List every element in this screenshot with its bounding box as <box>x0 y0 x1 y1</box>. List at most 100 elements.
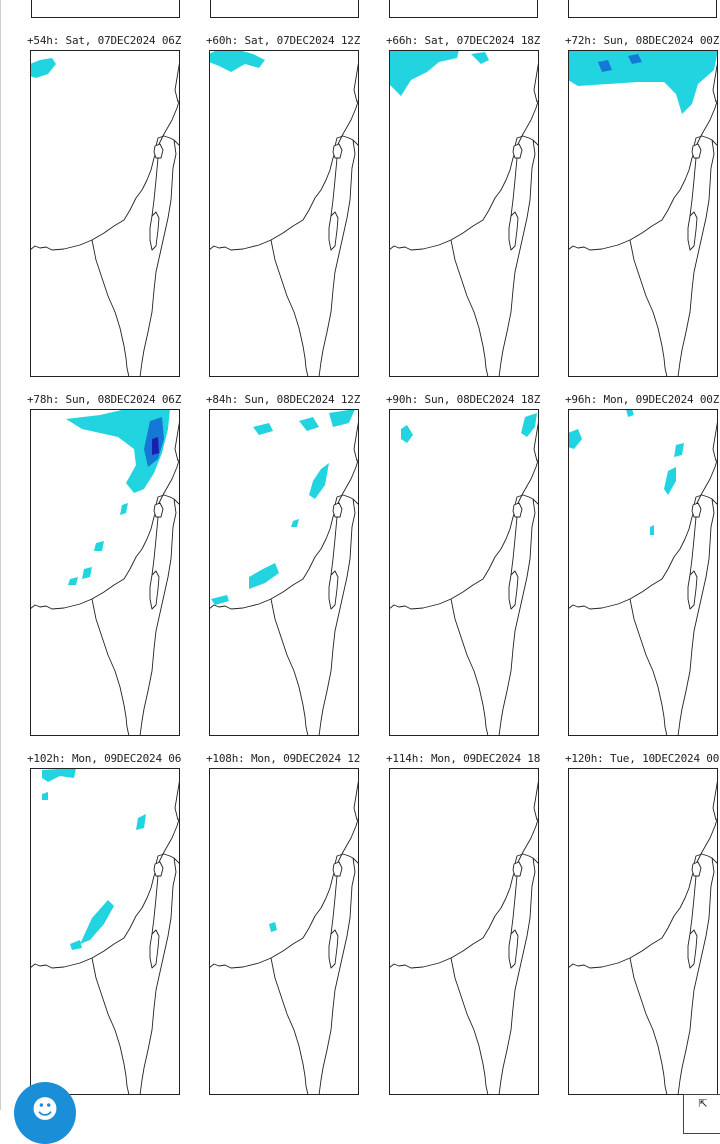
coastline <box>30 456 180 610</box>
precip-area <box>598 60 612 72</box>
lake-outline <box>153 143 164 159</box>
coastline <box>209 97 359 251</box>
lake-outline <box>687 570 698 610</box>
east-border-line <box>318 59 359 377</box>
coastline <box>389 456 539 610</box>
lake-outline <box>153 861 164 877</box>
lake-outline <box>149 929 160 969</box>
coastline <box>568 97 718 251</box>
panel-frame <box>389 409 539 736</box>
cutoff-panel-1 <box>31 0 180 18</box>
panel-frame <box>30 409 180 736</box>
precip-area <box>209 50 265 72</box>
precip-area <box>521 413 537 437</box>
precip-area <box>70 940 82 950</box>
panel-timestamp: +120h: Tue, 10DEC2024 00Z <box>565 752 719 765</box>
forecast-map-panel <box>209 768 359 1095</box>
lake-outline <box>691 502 702 518</box>
precip-area <box>66 409 170 493</box>
precip-area <box>650 525 654 535</box>
border-line <box>450 598 489 736</box>
east-border-line <box>677 59 718 377</box>
precip-area <box>249 563 279 589</box>
precipitation-map <box>209 50 359 377</box>
forecast-map-panel <box>30 50 180 377</box>
coastline <box>30 97 180 251</box>
precip-area <box>329 409 355 427</box>
forecast-map-panel <box>568 50 718 377</box>
precipitation-map <box>30 768 180 1095</box>
precipitation-map <box>568 409 718 736</box>
east-border-line <box>677 418 718 736</box>
border-line <box>91 239 130 377</box>
border-line <box>629 239 668 377</box>
lake-outline <box>328 929 339 969</box>
precip-area <box>291 519 299 527</box>
east-border-line <box>318 777 359 1095</box>
river-line <box>151 516 159 576</box>
border-line <box>450 239 489 377</box>
precip-area <box>42 768 76 782</box>
coastline <box>30 815 180 969</box>
lake-outline <box>508 929 519 969</box>
border-line <box>270 239 309 377</box>
river-line <box>330 157 338 217</box>
border-line <box>270 957 309 1095</box>
precipitation-map <box>389 768 539 1095</box>
river-line <box>330 875 338 935</box>
precipitation-map <box>209 409 359 736</box>
border-line <box>450 957 489 1095</box>
east-border-line <box>139 59 180 377</box>
precip-area <box>299 417 319 431</box>
east-border-line <box>139 418 180 736</box>
border-line <box>91 598 130 736</box>
precip-area <box>309 463 329 499</box>
coastline <box>568 456 718 610</box>
precip-area <box>120 503 128 515</box>
lake-outline <box>149 211 160 251</box>
cutoff-panel-2 <box>210 0 359 18</box>
precipitation-map <box>568 50 718 377</box>
precipitation-map <box>389 409 539 736</box>
river-line <box>689 157 697 217</box>
east-border-line <box>677 777 718 1095</box>
border-line <box>91 957 130 1095</box>
river-line <box>510 875 518 935</box>
panel-frame <box>389 50 539 377</box>
lake-outline <box>332 502 343 518</box>
east-border-line <box>498 777 539 1095</box>
panel-frame <box>568 409 718 736</box>
precip-area <box>674 443 684 457</box>
panel-timestamp: +54h: Sat, 07DEC2024 06Z <box>27 34 181 47</box>
lake-outline <box>332 861 343 877</box>
forecast-map-panel <box>568 768 718 1095</box>
river-line <box>510 157 518 217</box>
border-line <box>270 598 309 736</box>
precip-area <box>389 50 459 96</box>
forecast-map-panel <box>209 409 359 736</box>
forecast-map-panel <box>30 409 180 736</box>
lake-outline <box>512 861 523 877</box>
border-line <box>629 957 668 1095</box>
precip-area <box>42 792 48 800</box>
panel-timestamp: +96h: Mon, 09DEC2024 00Z <box>565 393 719 406</box>
precipitation-map <box>389 50 539 377</box>
east-border-line <box>139 777 180 1095</box>
precip-area <box>68 577 78 585</box>
precipitation-map <box>568 768 718 1095</box>
accessibility-button[interactable]: ☻ <box>14 1082 76 1144</box>
coastline <box>209 456 359 610</box>
lake-outline <box>328 211 339 251</box>
precip-area <box>253 423 273 435</box>
lake-outline <box>332 143 343 159</box>
panel-timestamp: +108h: Mon, 09DEC2024 12Z <box>206 752 360 765</box>
panel-frame <box>568 50 718 377</box>
coastline <box>209 815 359 969</box>
forecast-map-panel <box>209 50 359 377</box>
expand-button[interactable]: ⇱ <box>683 1094 720 1134</box>
forecast-map-panel <box>389 409 539 736</box>
forecast-map-panel <box>389 768 539 1095</box>
panel-timestamp: +60h: Sat, 07DEC2024 12Z <box>206 34 360 47</box>
precip-area <box>211 595 229 605</box>
panel-timestamp: +78h: Sun, 08DEC2024 06Z <box>27 393 181 406</box>
